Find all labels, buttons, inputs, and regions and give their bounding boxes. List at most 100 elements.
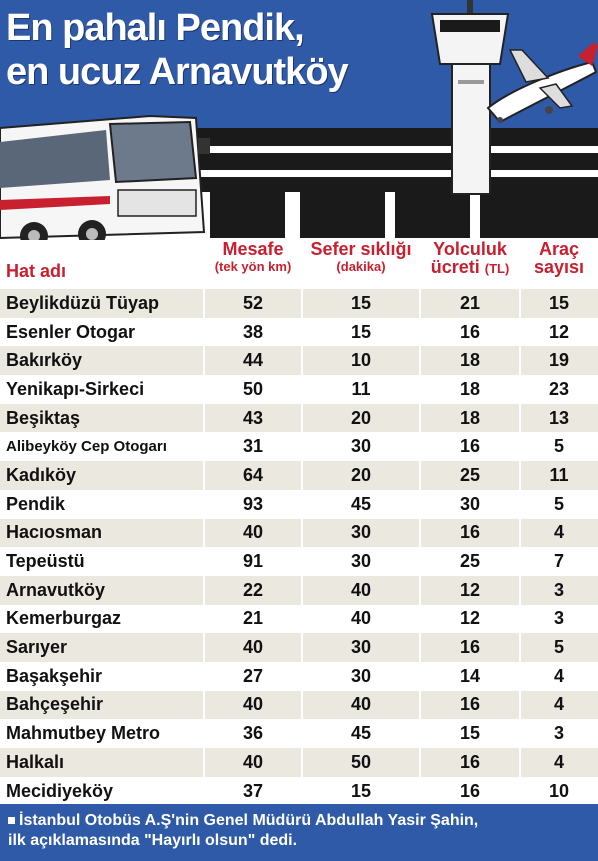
column-header-fare-line2: ücreti (TL) [420,258,520,278]
cell-vehicles: 4 [553,694,564,715]
routes-table: Beylikdüzü Tüyap 52 15 21 15 Esenler Otogar 38… [0,289,598,805]
route-name: Mecidiyeköy [6,780,114,801]
terminal-stripe [200,146,598,153]
table-row: Esenler Otogar 38 15 16 12 [0,318,598,347]
cell-fare: 16 [459,751,481,772]
airplane-illustration [486,42,598,124]
cell-distance: 27 [242,665,264,686]
column-header-fare: Yolculuk ücreti (TL) [420,240,520,278]
cell-fare: 16 [459,522,481,543]
column-header-frequency-label: Sefer sıklığı [310,239,412,259]
cell-distance: 91 [242,551,264,572]
terminal-pillar [300,192,385,238]
cell-fare: 21 [459,292,481,313]
cell-frequency: 45 [350,493,372,514]
table-row: Tepeüstü 91 30 25 7 [0,547,598,576]
column-header-distance: Mesafe (tek yön km) [204,240,302,276]
footer-line-2: ilk açıklamasında "Hayırlı olsun" dedi. [8,832,298,849]
cell-fare: 16 [459,321,481,342]
cell-distance: 43 [242,407,264,428]
column-divider [203,238,205,804]
cell-distance: 52 [242,292,264,313]
cell-frequency: 11 [351,378,371,399]
table-row: Mecidiyeköy 37 15 16 10 [0,777,598,806]
control-tower-illustration [430,0,510,195]
cell-vehicles: 19 [548,350,570,371]
cell-frequency: 30 [350,551,372,572]
table-row: Kemerburgaz 21 40 12 3 [0,605,598,634]
cell-distance: 40 [242,694,264,715]
route-name: Pendik [6,493,66,514]
table-row: Başakşehir 27 30 14 4 [0,662,598,691]
cell-fare: 18 [459,378,481,399]
column-header-vehicles-label: Araç [538,239,580,259]
footer-line-1: İstanbul Otobüs A.Ş'nin Genel Müdürü Abd… [8,811,590,831]
bus-illustration [0,114,210,240]
route-name: Tepeüstü [6,551,85,572]
cell-vehicles: 4 [553,665,564,686]
terminal-stripe [200,170,598,177]
cell-frequency: 40 [350,608,372,629]
route-name: Hacıosman [6,522,103,543]
table-row: Pendik 93 45 30 5 [0,490,598,519]
cell-frequency: 15 [350,292,372,313]
column-divider [419,238,421,804]
table-row: Halkalı 40 50 16 4 [0,748,598,777]
cell-distance: 37 [242,780,264,801]
cell-fare: 14 [459,665,481,686]
cell-vehicles: 5 [553,436,564,457]
terminal-pillar [395,192,470,238]
cell-vehicles: 5 [553,637,564,658]
bullet-square-icon [8,817,15,825]
cell-vehicles: 13 [548,407,570,428]
route-name: Halkalı [6,751,65,772]
table-row: Yenikapı-Sirkeci 50 11 18 23 [0,375,598,404]
table-row: Mahmutbey Metro 36 45 15 3 [0,719,598,748]
cell-vehicles: 7 [553,551,564,572]
route-name: Bahçeşehir [6,694,104,715]
cell-fare: 18 [459,407,481,428]
table-row: Sarıyer 40 30 16 5 [0,633,598,662]
cell-frequency: 30 [350,637,372,658]
route-name: Esenler Otogar [6,321,136,342]
column-divider [301,238,303,804]
cell-distance: 36 [242,723,264,744]
cell-distance: 93 [242,493,264,514]
column-divider [519,238,521,804]
table-row: Kadıköy 64 20 25 11 [0,461,598,490]
table-row: Hacıosman 40 30 16 4 [0,518,598,548]
cell-frequency: 20 [350,407,372,428]
cell-distance: 31 [242,436,264,457]
column-header-distance-label: Mesafe [222,239,284,259]
cell-distance: 40 [242,522,264,543]
cell-fare: 12 [459,579,481,600]
cell-distance: 64 [242,464,264,485]
cell-frequency: 45 [350,723,372,744]
cell-fare: 16 [459,436,481,457]
cell-vehicles: 5 [553,493,564,514]
cell-fare: 16 [459,694,481,715]
table-row: Bahçeşehir 40 40 16 4 [0,690,598,720]
cell-fare: 16 [459,780,481,801]
cell-frequency: 30 [350,522,372,543]
header-illustrations [0,0,598,240]
route-name: Başakşehir [6,665,103,686]
column-header-distance-unit: (tek yön km) [214,259,292,274]
cell-fare: 25 [459,464,481,485]
cell-fare: 18 [459,350,481,371]
cell-vehicles: 10 [548,780,570,801]
route-name: Beşiktaş [6,407,81,428]
route-name: Kadıköy [6,464,77,485]
footer-caption: İstanbul Otobüs A.Ş'nin Genel Müdürü Abd… [0,804,598,861]
cell-vehicles: 11 [549,464,569,485]
cell-distance: 50 [242,378,264,399]
cell-vehicles: 4 [553,751,564,772]
cell-distance: 40 [242,637,264,658]
table-row: Alibeyköy Cep Otogarı 31 30 16 5 [0,432,598,461]
cell-fare: 16 [459,637,481,658]
cell-frequency: 20 [350,464,372,485]
cell-fare: 12 [459,608,481,629]
cell-distance: 44 [242,350,264,371]
route-name: Yenikapı-Sirkeci [6,378,145,399]
